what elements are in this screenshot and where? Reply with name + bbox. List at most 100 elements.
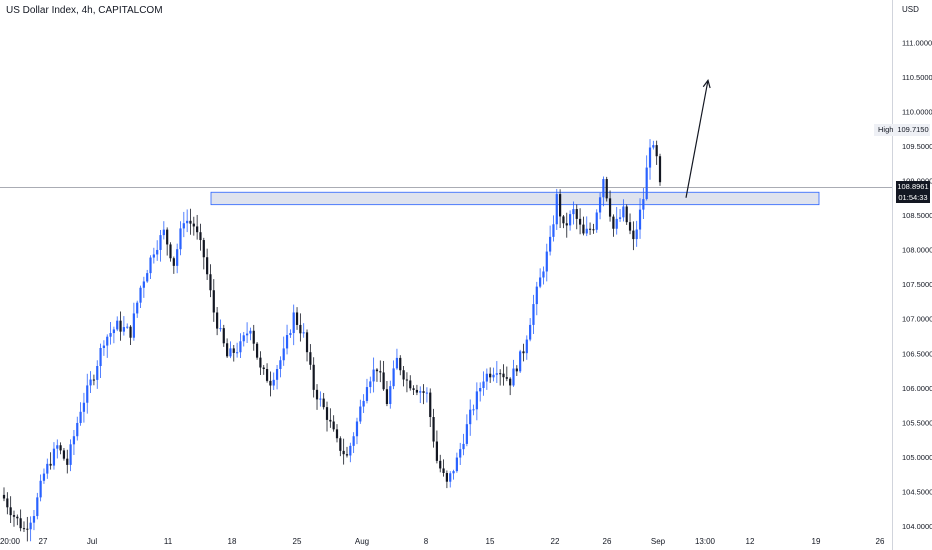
candle[interactable] [485, 368, 488, 390]
candle[interactable] [39, 474, 42, 502]
candle[interactable] [382, 360, 385, 391]
candle[interactable] [642, 188, 645, 220]
candle[interactable] [462, 433, 465, 456]
candle[interactable] [385, 381, 389, 407]
candle[interactable] [132, 302, 135, 341]
candle[interactable] [628, 213, 632, 235]
candle[interactable] [559, 189, 562, 229]
candle[interactable] [572, 201, 575, 225]
candle[interactable] [222, 324, 225, 347]
candle[interactable] [495, 361, 498, 384]
candle[interactable] [285, 324, 289, 355]
candle[interactable] [542, 266, 545, 285]
candle[interactable] [136, 300, 139, 318]
candle[interactable] [515, 365, 518, 376]
candle[interactable] [419, 386, 422, 404]
candle[interactable] [632, 221, 635, 251]
candle[interactable] [555, 188, 558, 230]
candle[interactable] [86, 373, 89, 414]
candle[interactable] [359, 399, 362, 424]
candle[interactable] [159, 229, 162, 262]
candle[interactable] [99, 343, 102, 378]
candle[interactable] [109, 322, 112, 345]
candle[interactable] [299, 313, 302, 342]
candle[interactable] [588, 222, 592, 235]
candle[interactable] [332, 415, 335, 432]
price-axis[interactable] [892, 0, 932, 550]
candle[interactable] [455, 452, 458, 473]
candle[interactable] [459, 442, 462, 466]
candle[interactable] [582, 216, 585, 236]
candle[interactable] [12, 510, 16, 527]
candle[interactable] [449, 471, 452, 488]
candle[interactable] [519, 349, 522, 373]
candle[interactable] [252, 324, 255, 351]
candle[interactable] [32, 510, 36, 531]
candle[interactable] [116, 316, 119, 332]
candle[interactable] [405, 372, 409, 393]
candle[interactable] [578, 208, 582, 235]
candle[interactable] [502, 364, 505, 386]
candle[interactable] [275, 365, 279, 390]
candle[interactable] [535, 281, 538, 316]
candle[interactable] [439, 454, 442, 473]
candle[interactable] [395, 348, 399, 370]
candle[interactable] [236, 342, 239, 358]
candle[interactable] [22, 521, 26, 533]
candle[interactable] [655, 140, 658, 165]
candle[interactable] [79, 402, 82, 426]
candle[interactable] [565, 212, 568, 238]
candle[interactable] [598, 192, 602, 220]
candle[interactable] [415, 384, 419, 396]
candle[interactable] [658, 153, 662, 186]
candle[interactable] [625, 204, 628, 225]
candle[interactable] [372, 357, 375, 393]
candle[interactable] [126, 323, 129, 329]
candle[interactable] [605, 176, 608, 202]
candle[interactable] [392, 360, 395, 390]
candle[interactable] [545, 243, 548, 282]
candle[interactable] [575, 204, 578, 230]
candle[interactable] [69, 439, 72, 472]
candle[interactable] [46, 458, 49, 479]
candle[interactable] [216, 307, 219, 336]
candle[interactable] [49, 452, 52, 470]
candle[interactable] [166, 227, 169, 256]
candle[interactable] [212, 279, 215, 322]
candle[interactable] [182, 211, 185, 238]
candle[interactable] [479, 382, 482, 402]
candle[interactable] [432, 408, 435, 448]
candle[interactable] [355, 417, 359, 445]
candle[interactable] [249, 327, 252, 341]
candle[interactable] [245, 322, 249, 343]
candle[interactable] [26, 516, 29, 542]
candle[interactable] [369, 376, 372, 394]
candle[interactable] [608, 190, 612, 222]
candle[interactable] [402, 366, 405, 387]
candle[interactable] [59, 442, 62, 455]
candle[interactable] [2, 487, 6, 502]
projection-arrow[interactable] [685, 80, 709, 198]
candle[interactable] [652, 140, 655, 150]
candle[interactable] [445, 470, 448, 489]
candle[interactable] [239, 333, 242, 359]
candle[interactable] [345, 446, 349, 458]
candle[interactable] [269, 371, 272, 397]
candle[interactable] [92, 374, 96, 386]
candle[interactable] [622, 199, 625, 222]
candle[interactable] [189, 208, 192, 235]
candle[interactable] [16, 514, 19, 526]
candle[interactable] [196, 214, 199, 240]
candle[interactable] [389, 380, 392, 409]
candle[interactable] [429, 388, 432, 428]
candle[interactable] [362, 394, 365, 413]
candle[interactable] [539, 268, 542, 289]
candle[interactable] [322, 392, 325, 410]
candle[interactable] [648, 139, 652, 180]
candle[interactable] [509, 377, 512, 396]
candle[interactable] [602, 176, 605, 207]
candle[interactable] [199, 223, 202, 251]
candle[interactable] [435, 430, 438, 464]
candle[interactable] [232, 344, 235, 362]
